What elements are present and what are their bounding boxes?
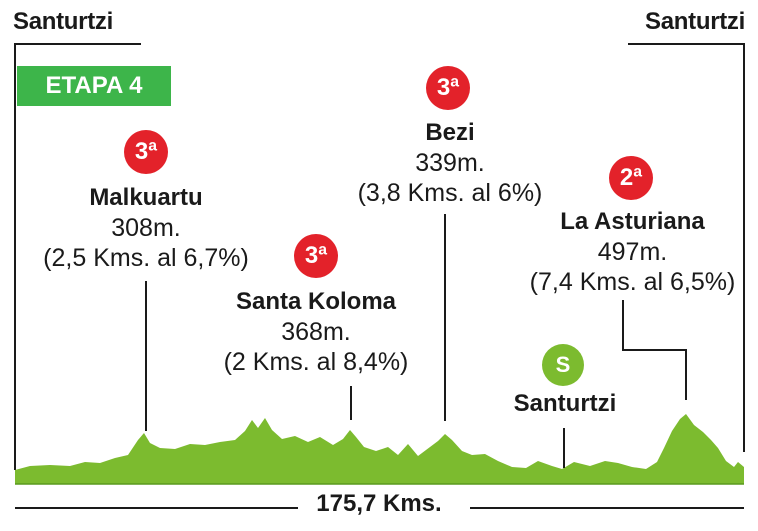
category-badge-bezi: 3ª — [426, 66, 470, 110]
climb-bezi: Bezi 339m. (3,8 Kms. al 6%) — [330, 119, 570, 208]
climb-detail: (7,4 Kms. al 6,5%) — [529, 267, 736, 296]
climb-altitude: 339m. — [415, 148, 485, 177]
stage-badge: ETAPA 4 — [17, 66, 171, 106]
climb-detail: (2 Kms. al 8,4%) — [223, 347, 409, 376]
climb-name: Malkuartu — [89, 184, 203, 211]
climb-name: Bezi — [425, 119, 475, 146]
climb-name: Santa Koloma — [235, 288, 397, 315]
climb-detail: (2,5 Kms. al 6,7%) — [43, 243, 249, 272]
la-asturiana-pointer — [622, 300, 687, 400]
sprint-badge: S — [542, 344, 584, 386]
elevation-area — [15, 414, 744, 484]
finish-label: Santurtzi — [645, 8, 745, 35]
category-badge-santa-koloma: 3ª — [294, 234, 338, 278]
climb-la-asturiana: La Asturiana 497m. (7,4 Kms. al 6,5%) — [520, 208, 745, 297]
category-badge-la-asturiana: 2ª — [609, 156, 653, 200]
finish-bracket-line — [628, 43, 745, 452]
climb-malkuartu: Malkuartu 308m. (2,5 Kms. al 6,7%) — [20, 184, 272, 273]
category-badge-malkuartu: 3ª — [124, 130, 168, 174]
climb-santa-koloma: Santa Koloma 368m. (2 Kms. al 8,4%) — [190, 288, 442, 377]
start-label: Santurtzi — [13, 8, 113, 35]
total-distance: 175,7 Kms. — [0, 490, 758, 518]
climb-altitude: 497m. — [597, 237, 668, 266]
start-bracket-line — [14, 43, 141, 470]
total-distance-text: 175,7 Kms. — [302, 490, 456, 517]
climb-altitude: 308m. — [111, 213, 181, 242]
climb-detail: (3,8 Kms. al 6%) — [357, 178, 543, 207]
climb-altitude: 368m. — [281, 317, 351, 346]
sprint-label: Santurtzi — [513, 390, 617, 417]
climb-name: La Asturiana — [560, 208, 705, 235]
